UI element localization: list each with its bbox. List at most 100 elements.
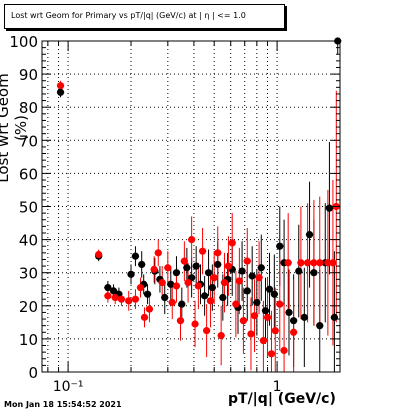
data-point — [208, 283, 216, 292]
data-point — [191, 320, 199, 328]
data-point — [271, 327, 279, 335]
data-point — [95, 250, 103, 259]
data-point — [255, 274, 263, 282]
data-point — [220, 279, 229, 287]
data-point — [261, 307, 270, 315]
data-point — [145, 305, 154, 313]
data-point — [305, 231, 314, 239]
data-point — [56, 88, 65, 96]
data-point — [238, 267, 246, 275]
x-tick-label: 10⁻¹ — [53, 379, 84, 395]
data-point — [324, 259, 332, 267]
data-point — [176, 317, 185, 325]
y-axis-title: Lost wrt Geom (%) — [0, 73, 30, 183]
data-point — [265, 285, 274, 293]
data-point — [235, 277, 243, 285]
data-point — [285, 308, 293, 317]
data-point — [172, 282, 181, 290]
data-point — [178, 300, 186, 308]
y-tick-label: 10 — [19, 331, 38, 349]
data-point — [228, 239, 236, 247]
data-point — [248, 272, 256, 280]
data-point — [330, 313, 338, 321]
data-point — [295, 267, 303, 275]
data-point — [304, 259, 312, 267]
data-point — [203, 327, 211, 335]
chart-title-box: Lost wrt Geom for Primary vs pT/|q| (GeV… — [4, 4, 285, 29]
data-point — [243, 287, 251, 295]
data-point — [257, 264, 265, 272]
data-point — [243, 257, 251, 265]
tick-labels: 0 10 20 30 40 50 60 70 80 90 100 10⁻¹ 1 — [9, 33, 281, 395]
data-point — [204, 269, 213, 277]
y-tick-label: 90 — [19, 66, 38, 84]
data-point — [206, 297, 215, 305]
data-point — [300, 313, 308, 321]
data-point — [194, 282, 202, 290]
y-tick-label: 60 — [19, 165, 38, 183]
data-point — [117, 295, 126, 303]
data-point — [232, 300, 240, 308]
chart-title: Lost wrt Geom for Primary vs pT/|q| (GeV… — [11, 11, 246, 20]
data-point — [239, 317, 248, 325]
y-tick-label: 40 — [19, 232, 38, 250]
data-point — [267, 350, 276, 358]
data-point — [184, 279, 192, 287]
data-point — [316, 259, 324, 267]
datestamp: Mon Jan 18 15:54:52 2021 — [4, 400, 122, 409]
data-point — [310, 259, 318, 267]
data-point — [276, 300, 284, 308]
data-point — [136, 283, 145, 292]
data-point — [247, 330, 255, 338]
y-tick-label: 30 — [19, 265, 38, 283]
data-point — [104, 283, 112, 292]
data-point — [219, 293, 227, 302]
data-point — [111, 293, 119, 302]
data-point — [143, 290, 152, 298]
axes — [41, 40, 341, 373]
data-point — [168, 298, 176, 307]
y-tick-label: 20 — [19, 298, 38, 316]
data-point — [167, 280, 175, 288]
data-point — [263, 313, 272, 321]
data-point — [188, 236, 196, 244]
data-point — [183, 264, 191, 272]
data-point — [284, 259, 292, 267]
data-point — [56, 82, 65, 90]
data-point — [131, 295, 140, 303]
data-point — [201, 292, 209, 300]
plot-frame — [41, 40, 341, 373]
data-point — [259, 336, 268, 345]
data-point — [161, 293, 169, 302]
data-point — [253, 298, 261, 307]
data-point — [164, 264, 172, 272]
data-point — [297, 259, 305, 267]
data-point — [158, 279, 166, 287]
data-point — [138, 260, 146, 269]
data-point — [325, 204, 334, 212]
data-markers — [56, 37, 342, 358]
data-point — [214, 249, 222, 257]
data-point — [250, 312, 259, 320]
data-point — [224, 262, 233, 270]
data-point — [290, 317, 298, 325]
data-point — [154, 249, 162, 257]
x-axis-title: pT/|q| (GeV/c) — [228, 391, 336, 407]
data-point — [210, 274, 218, 282]
data-point — [316, 322, 324, 330]
data-point — [131, 252, 140, 260]
y-tick-label: 50 — [19, 199, 38, 217]
data-point — [214, 260, 222, 269]
data-point — [150, 265, 158, 273]
x-tick-label: 1 — [273, 379, 282, 395]
data-point — [290, 328, 298, 336]
data-point — [172, 269, 181, 277]
data-point — [127, 270, 135, 278]
data-point — [198, 247, 207, 255]
data-point — [280, 346, 288, 355]
data-point — [192, 262, 200, 270]
y-tick-label: 80 — [19, 99, 38, 117]
y-tick-label: 70 — [19, 132, 38, 150]
data-point — [125, 297, 133, 305]
